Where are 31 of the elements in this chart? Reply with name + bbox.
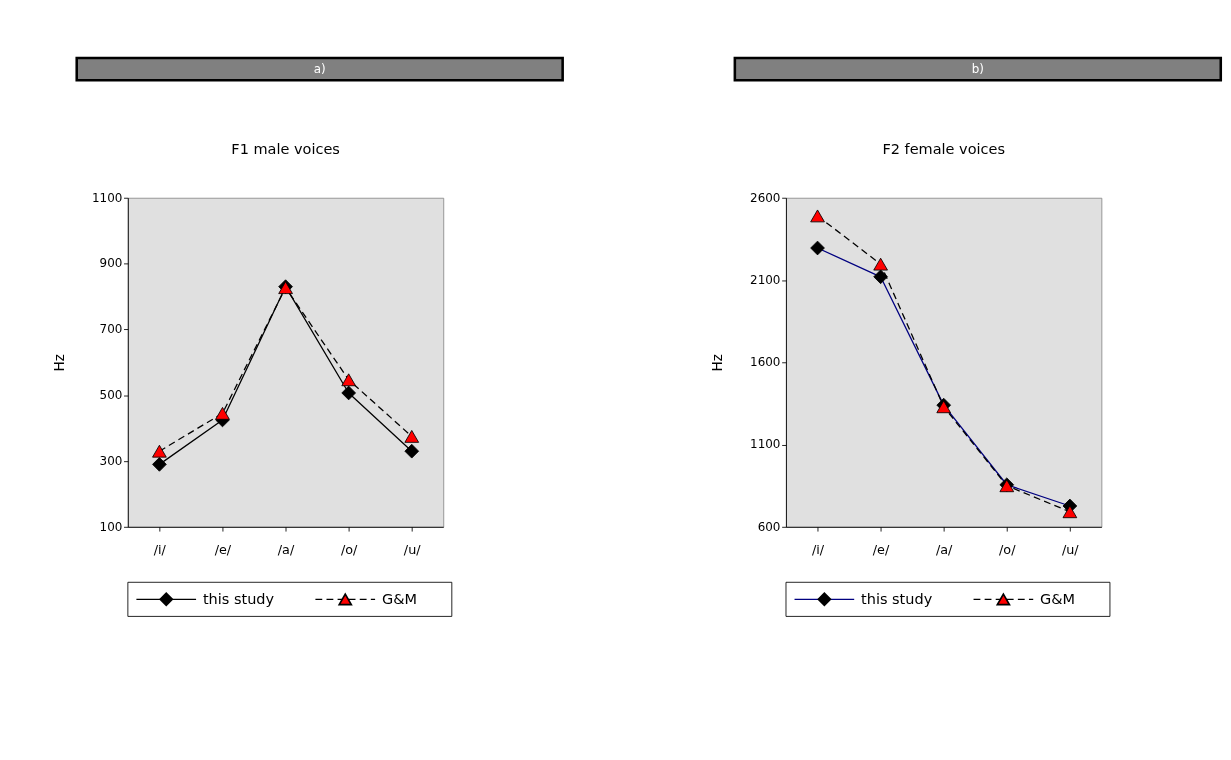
x-tick-label: /a/	[277, 541, 295, 557]
y-tick-label: 1100	[91, 190, 123, 205]
text: a)	[313, 61, 326, 76]
y-tick-label: 1100	[750, 437, 781, 452]
x-tick-label: /o/	[340, 541, 358, 557]
x-tick-label: /i/	[153, 541, 167, 557]
x-tick-label: /i/	[811, 541, 825, 557]
y-tick-label: 900	[99, 256, 123, 271]
y-tick-label: 1600	[750, 355, 781, 370]
y-tick-label: 600	[757, 519, 781, 534]
x-tick-label: /u/	[1061, 541, 1080, 557]
chart-title: F2 female voices	[882, 141, 1005, 158]
x-tick-label: /e/	[872, 541, 890, 557]
chart-title: F1 male voices	[231, 141, 340, 158]
legend-label: G&M	[1040, 590, 1076, 607]
x-tick-label: /u/	[403, 541, 422, 557]
x-tick-label: /e/	[214, 541, 232, 557]
legend-label: this study	[202, 590, 275, 607]
y-tick-label: 2600	[750, 190, 781, 205]
x-tick-label: /o/	[999, 541, 1017, 557]
y-tick-label: 500	[99, 388, 123, 403]
text: b)	[971, 61, 984, 76]
y-axis-title: Hz	[50, 354, 67, 372]
y-tick-label: 700	[99, 322, 123, 337]
y-tick-label: 2100	[750, 272, 781, 287]
legend-label: this study	[861, 590, 933, 607]
legend-label: G&M	[381, 590, 417, 607]
x-tick-label: /a/	[935, 541, 954, 557]
y-axis-title: Hz	[708, 354, 725, 372]
y-tick-label: 300	[99, 453, 123, 468]
y-tick-label: 100	[99, 519, 123, 534]
